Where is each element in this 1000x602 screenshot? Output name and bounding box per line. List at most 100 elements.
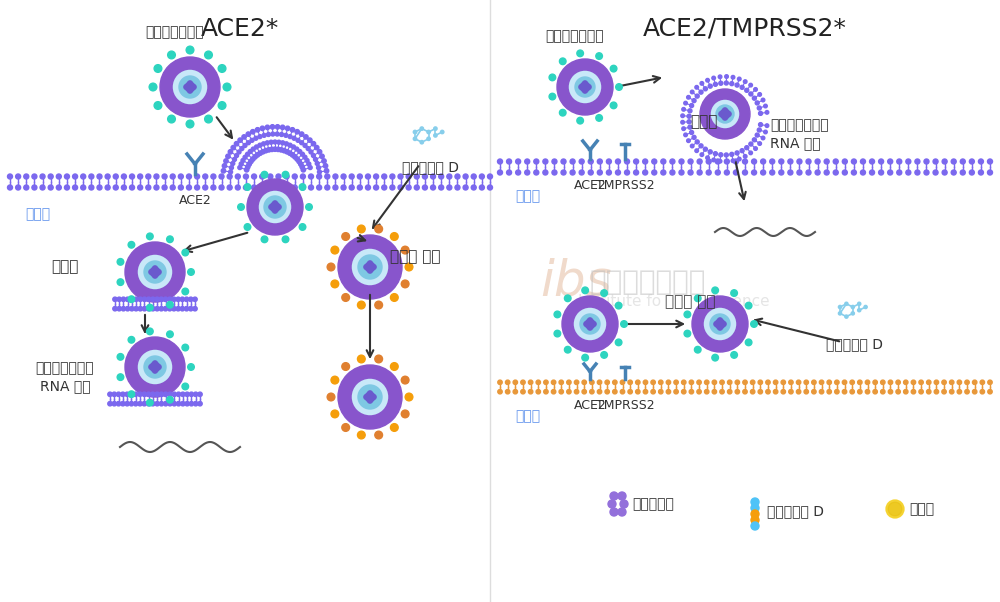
Circle shape <box>203 185 208 190</box>
Circle shape <box>434 134 437 137</box>
Circle shape <box>185 402 189 406</box>
Circle shape <box>382 174 387 179</box>
Circle shape <box>980 380 985 385</box>
Circle shape <box>152 361 158 366</box>
Circle shape <box>463 174 468 179</box>
Circle shape <box>858 309 861 312</box>
Circle shape <box>238 203 244 210</box>
Circle shape <box>167 397 173 403</box>
Circle shape <box>219 185 224 190</box>
Circle shape <box>152 368 158 373</box>
Circle shape <box>269 205 274 209</box>
Circle shape <box>260 126 265 131</box>
Circle shape <box>597 170 602 175</box>
Circle shape <box>366 396 371 401</box>
Circle shape <box>688 125 692 129</box>
Circle shape <box>605 389 609 394</box>
Circle shape <box>315 161 319 166</box>
Circle shape <box>552 159 557 164</box>
Circle shape <box>687 96 690 99</box>
Circle shape <box>471 185 476 190</box>
Circle shape <box>788 170 793 175</box>
Circle shape <box>151 297 155 302</box>
Circle shape <box>833 159 838 164</box>
Circle shape <box>357 225 365 233</box>
Circle shape <box>239 162 243 166</box>
Circle shape <box>521 380 525 385</box>
Circle shape <box>781 389 785 394</box>
Circle shape <box>888 502 902 516</box>
Circle shape <box>40 174 45 179</box>
Circle shape <box>743 380 747 385</box>
Circle shape <box>276 205 281 209</box>
Circle shape <box>172 402 176 406</box>
Text: 코로나바이러스: 코로나바이러스 <box>146 25 204 39</box>
Circle shape <box>850 389 854 394</box>
Circle shape <box>121 174 126 179</box>
Circle shape <box>745 339 752 346</box>
Circle shape <box>303 143 307 147</box>
Circle shape <box>247 179 303 235</box>
Circle shape <box>731 159 735 163</box>
Circle shape <box>978 159 983 164</box>
Circle shape <box>244 167 249 172</box>
Circle shape <box>414 174 419 179</box>
Circle shape <box>755 133 759 137</box>
Circle shape <box>168 115 175 123</box>
Circle shape <box>176 392 181 397</box>
Circle shape <box>727 389 732 394</box>
Circle shape <box>327 263 335 271</box>
Circle shape <box>850 380 854 385</box>
Circle shape <box>172 306 176 311</box>
Circle shape <box>159 402 164 406</box>
Circle shape <box>398 174 403 179</box>
Circle shape <box>271 206 276 211</box>
Circle shape <box>687 139 690 143</box>
Circle shape <box>682 389 686 394</box>
Circle shape <box>750 380 755 385</box>
Circle shape <box>525 159 530 164</box>
Circle shape <box>628 380 632 385</box>
Circle shape <box>666 380 671 385</box>
Circle shape <box>724 110 729 115</box>
Circle shape <box>521 389 525 394</box>
Circle shape <box>117 306 121 311</box>
Circle shape <box>613 380 617 385</box>
Circle shape <box>325 185 330 190</box>
Circle shape <box>368 268 372 273</box>
Circle shape <box>726 111 731 117</box>
Circle shape <box>896 389 900 394</box>
Text: 세포질: 세포질 <box>515 189 540 203</box>
Circle shape <box>742 159 748 164</box>
Circle shape <box>342 232 350 240</box>
Circle shape <box>128 296 135 303</box>
Circle shape <box>255 145 258 149</box>
Circle shape <box>180 297 185 302</box>
Circle shape <box>724 170 729 175</box>
Circle shape <box>168 51 175 59</box>
Text: TMPRSS2: TMPRSS2 <box>596 399 654 412</box>
Circle shape <box>659 389 663 394</box>
Circle shape <box>634 159 639 164</box>
Circle shape <box>688 109 692 113</box>
Circle shape <box>498 380 502 385</box>
Circle shape <box>260 185 265 190</box>
Circle shape <box>584 86 589 91</box>
Circle shape <box>561 159 566 164</box>
Circle shape <box>237 150 241 154</box>
Circle shape <box>596 53 602 60</box>
Circle shape <box>690 90 694 94</box>
Circle shape <box>129 402 134 406</box>
Circle shape <box>152 273 158 278</box>
Circle shape <box>64 185 69 190</box>
Circle shape <box>176 402 181 406</box>
Circle shape <box>643 170 648 175</box>
Circle shape <box>186 185 191 190</box>
Circle shape <box>695 140 699 144</box>
Circle shape <box>431 185 436 190</box>
Circle shape <box>712 355 718 361</box>
Circle shape <box>56 174 61 179</box>
Circle shape <box>243 155 247 160</box>
Circle shape <box>73 174 78 179</box>
Text: Science: Science <box>710 294 770 309</box>
